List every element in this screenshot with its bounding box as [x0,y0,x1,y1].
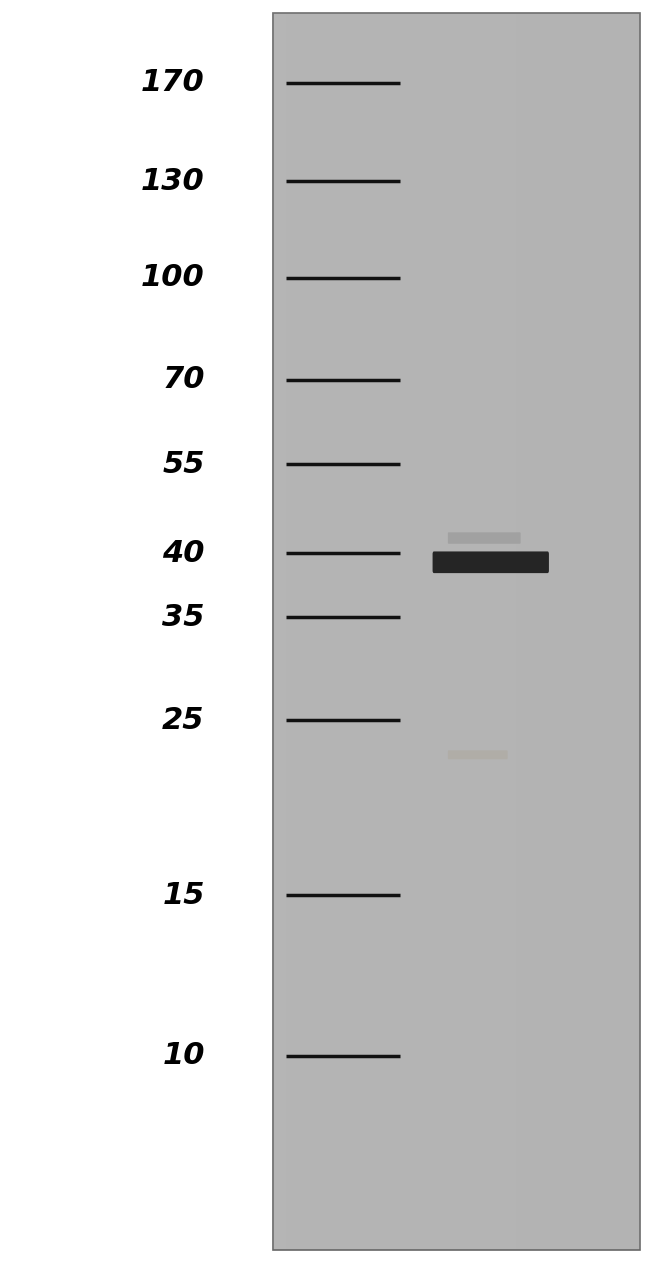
FancyBboxPatch shape [448,750,508,760]
FancyBboxPatch shape [433,551,549,572]
Text: 55: 55 [162,450,205,478]
Text: 100: 100 [141,264,205,292]
Text: 15: 15 [162,881,205,909]
Bar [273,13,640,1250]
Text: 10: 10 [162,1042,205,1070]
Text: 25: 25 [162,706,205,734]
Text: 130: 130 [141,167,205,195]
FancyBboxPatch shape [448,533,521,543]
Text: 170: 170 [141,69,205,97]
Text: 70: 70 [162,366,205,394]
Text: 35: 35 [162,603,205,631]
Text: 40: 40 [162,539,205,567]
